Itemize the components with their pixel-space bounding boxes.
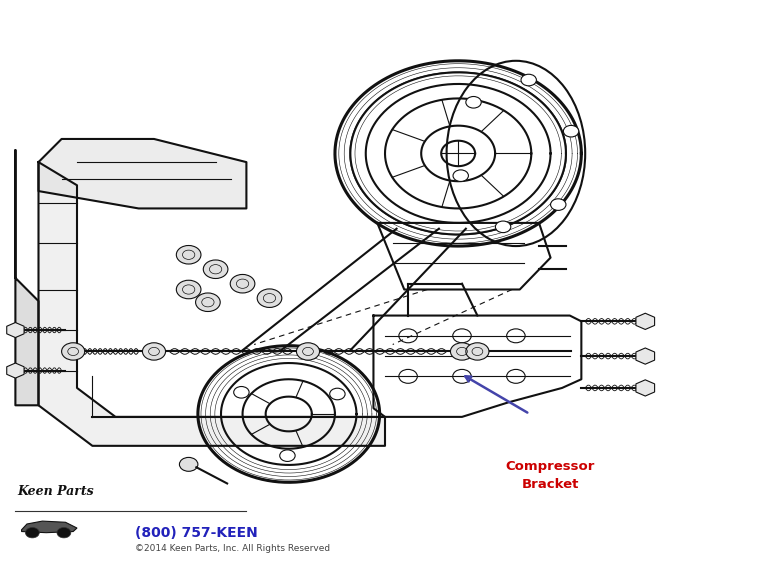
Circle shape [280, 450, 295, 461]
Circle shape [399, 329, 417, 343]
Text: Keen Parts: Keen Parts [17, 485, 94, 498]
Circle shape [564, 126, 579, 137]
Text: ©2014 Keen Parts, Inc. All Rights Reserved: ©2014 Keen Parts, Inc. All Rights Reserv… [135, 544, 330, 553]
Circle shape [296, 343, 320, 360]
Circle shape [62, 343, 85, 360]
Polygon shape [22, 521, 77, 533]
Circle shape [234, 387, 249, 398]
Circle shape [521, 74, 537, 86]
Circle shape [257, 289, 282, 307]
Polygon shape [38, 162, 385, 446]
Circle shape [330, 388, 345, 400]
Circle shape [453, 170, 468, 181]
Text: (800) 757-KEEN: (800) 757-KEEN [135, 526, 257, 540]
Circle shape [551, 199, 566, 210]
Circle shape [466, 343, 489, 360]
Circle shape [142, 343, 166, 360]
Circle shape [466, 97, 481, 108]
Circle shape [203, 260, 228, 278]
Circle shape [399, 369, 417, 383]
Circle shape [507, 329, 525, 343]
Circle shape [25, 527, 39, 538]
Polygon shape [38, 139, 246, 208]
Circle shape [450, 343, 474, 360]
Circle shape [196, 293, 220, 312]
Circle shape [495, 221, 511, 233]
Circle shape [453, 369, 471, 383]
Circle shape [179, 457, 198, 471]
Circle shape [176, 245, 201, 264]
Circle shape [230, 274, 255, 293]
Circle shape [176, 280, 201, 299]
Circle shape [453, 329, 471, 343]
Circle shape [507, 369, 525, 383]
Circle shape [57, 527, 71, 538]
Polygon shape [15, 151, 38, 405]
Text: Compressor
Bracket: Compressor Bracket [506, 460, 595, 492]
